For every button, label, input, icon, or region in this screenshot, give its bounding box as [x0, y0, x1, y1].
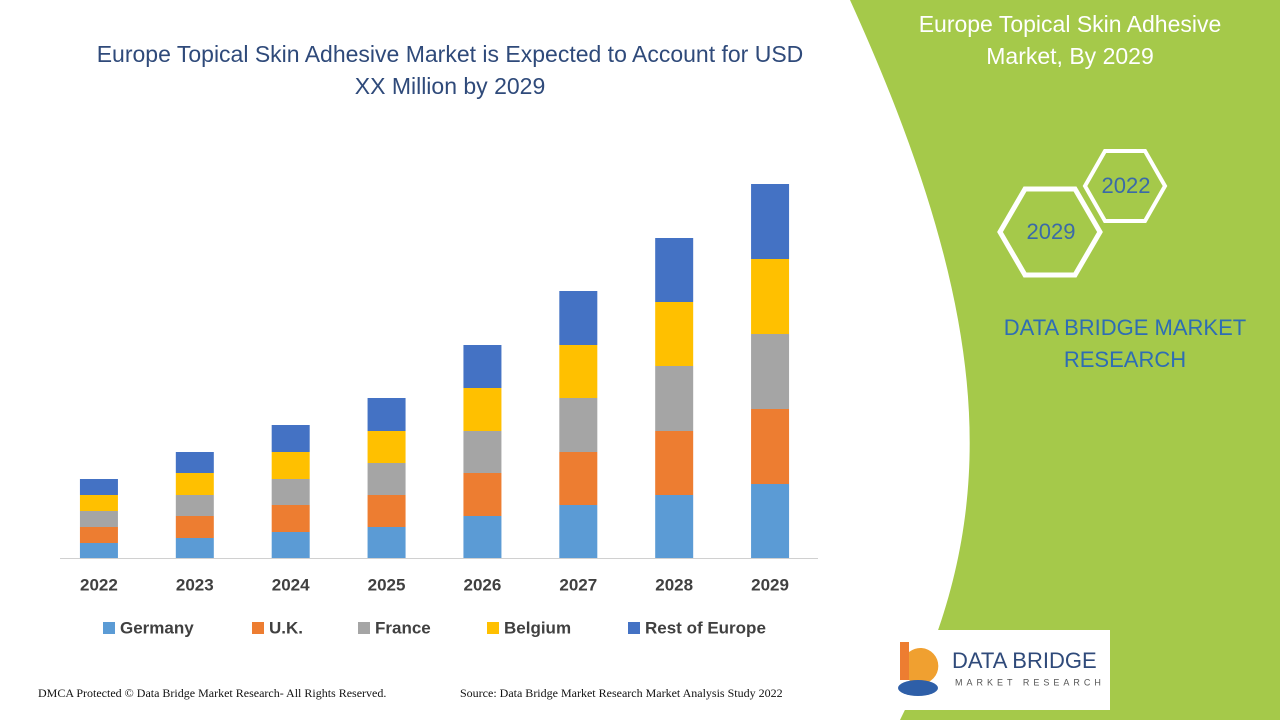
legend-swatch [487, 622, 499, 634]
bar-segment [271, 425, 310, 452]
chart-title: Europe Topical Skin Adhesive Market is E… [96, 41, 804, 99]
legend-label: Belgium [504, 618, 571, 637]
legend-label: Germany [120, 618, 194, 637]
bar-segment [367, 463, 406, 495]
hex-label: 2022 [1102, 173, 1151, 198]
bar-segment [271, 532, 310, 558]
legend-swatch [103, 622, 115, 634]
bar-segment [367, 398, 406, 431]
bar-segment [175, 538, 214, 558]
bar-segment [559, 505, 598, 558]
panel-title: Europe Topical Skin Adhesive Market, By … [918, 11, 1222, 69]
bar-segment [655, 495, 694, 558]
hexagon [1082, 149, 1168, 223]
bar-segment [751, 409, 790, 484]
bar-segment [463, 431, 502, 473]
bar-segment [367, 527, 406, 558]
legend-swatch [628, 622, 640, 634]
hexagon [997, 186, 1103, 278]
bar-segment [175, 473, 214, 495]
bar-segment [271, 479, 310, 505]
bar-segment [559, 345, 598, 398]
legend-swatch [358, 622, 370, 634]
logo-icon [898, 642, 939, 696]
bar-segment [463, 516, 502, 558]
bar-segment [463, 388, 502, 431]
bar-segment [79, 543, 118, 558]
bar-segment [79, 511, 118, 527]
bar-segment [751, 484, 790, 558]
bar-segment [559, 291, 598, 345]
logo-tagline: MARKET RESEARCH [955, 677, 1105, 687]
legend-label: France [375, 618, 431, 637]
x-tick-label: 2025 [368, 575, 406, 594]
x-tick-label: 2029 [751, 575, 789, 594]
bar-segment [655, 366, 694, 431]
bar-segment [367, 431, 406, 463]
bar-segment [175, 452, 214, 473]
bar-segment [271, 452, 310, 479]
brand: DATA BRIDGE MARKET RESEARCH [1003, 315, 1247, 372]
bar-segment [655, 431, 694, 495]
x-tick-label: 2024 [272, 575, 310, 594]
bar-segment [559, 398, 598, 452]
bar-segment [79, 495, 118, 511]
bar-segment [655, 302, 694, 366]
footer-left: DMCA Protected © Data Bridge Market Rese… [38, 686, 387, 700]
hex-label: 2029 [1027, 219, 1076, 244]
bar-segment [559, 452, 598, 505]
bar-segment [175, 516, 214, 538]
x-tick-label: 2023 [176, 575, 214, 594]
bar-segment [367, 495, 406, 527]
x-tick-label: 2022 [80, 575, 118, 594]
bar-segment [463, 345, 502, 388]
bar-segment [751, 259, 790, 334]
x-tick-label: 2028 [655, 575, 693, 594]
bar-segment [79, 527, 118, 543]
logo-name: DATA BRIDGE [952, 648, 1097, 673]
footer-right: Source: Data Bridge Market Research Mark… [460, 686, 783, 700]
x-tick-label: 2026 [464, 575, 502, 594]
bar-segment [655, 238, 694, 302]
green-panel [850, 0, 1280, 720]
bar-segment [79, 479, 118, 495]
legend-swatch [252, 622, 264, 634]
bar-segment [463, 473, 502, 516]
legend-label: U.K. [269, 618, 303, 637]
bar-segment [751, 184, 790, 259]
bar-segment [751, 334, 790, 409]
bar-segment [271, 505, 310, 532]
legend-label: Rest of Europe [645, 618, 766, 637]
bar-segment [175, 495, 214, 516]
x-tick-label: 2027 [559, 575, 597, 594]
